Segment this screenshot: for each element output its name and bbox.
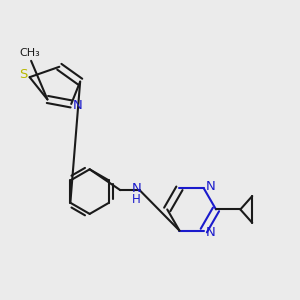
Text: CH₃: CH₃ — [19, 48, 40, 59]
Text: H: H — [132, 193, 141, 206]
Text: S: S — [19, 68, 27, 81]
Text: N: N — [73, 99, 82, 112]
Text: N: N — [206, 226, 215, 238]
Text: N: N — [206, 180, 215, 194]
Text: N: N — [132, 182, 142, 195]
